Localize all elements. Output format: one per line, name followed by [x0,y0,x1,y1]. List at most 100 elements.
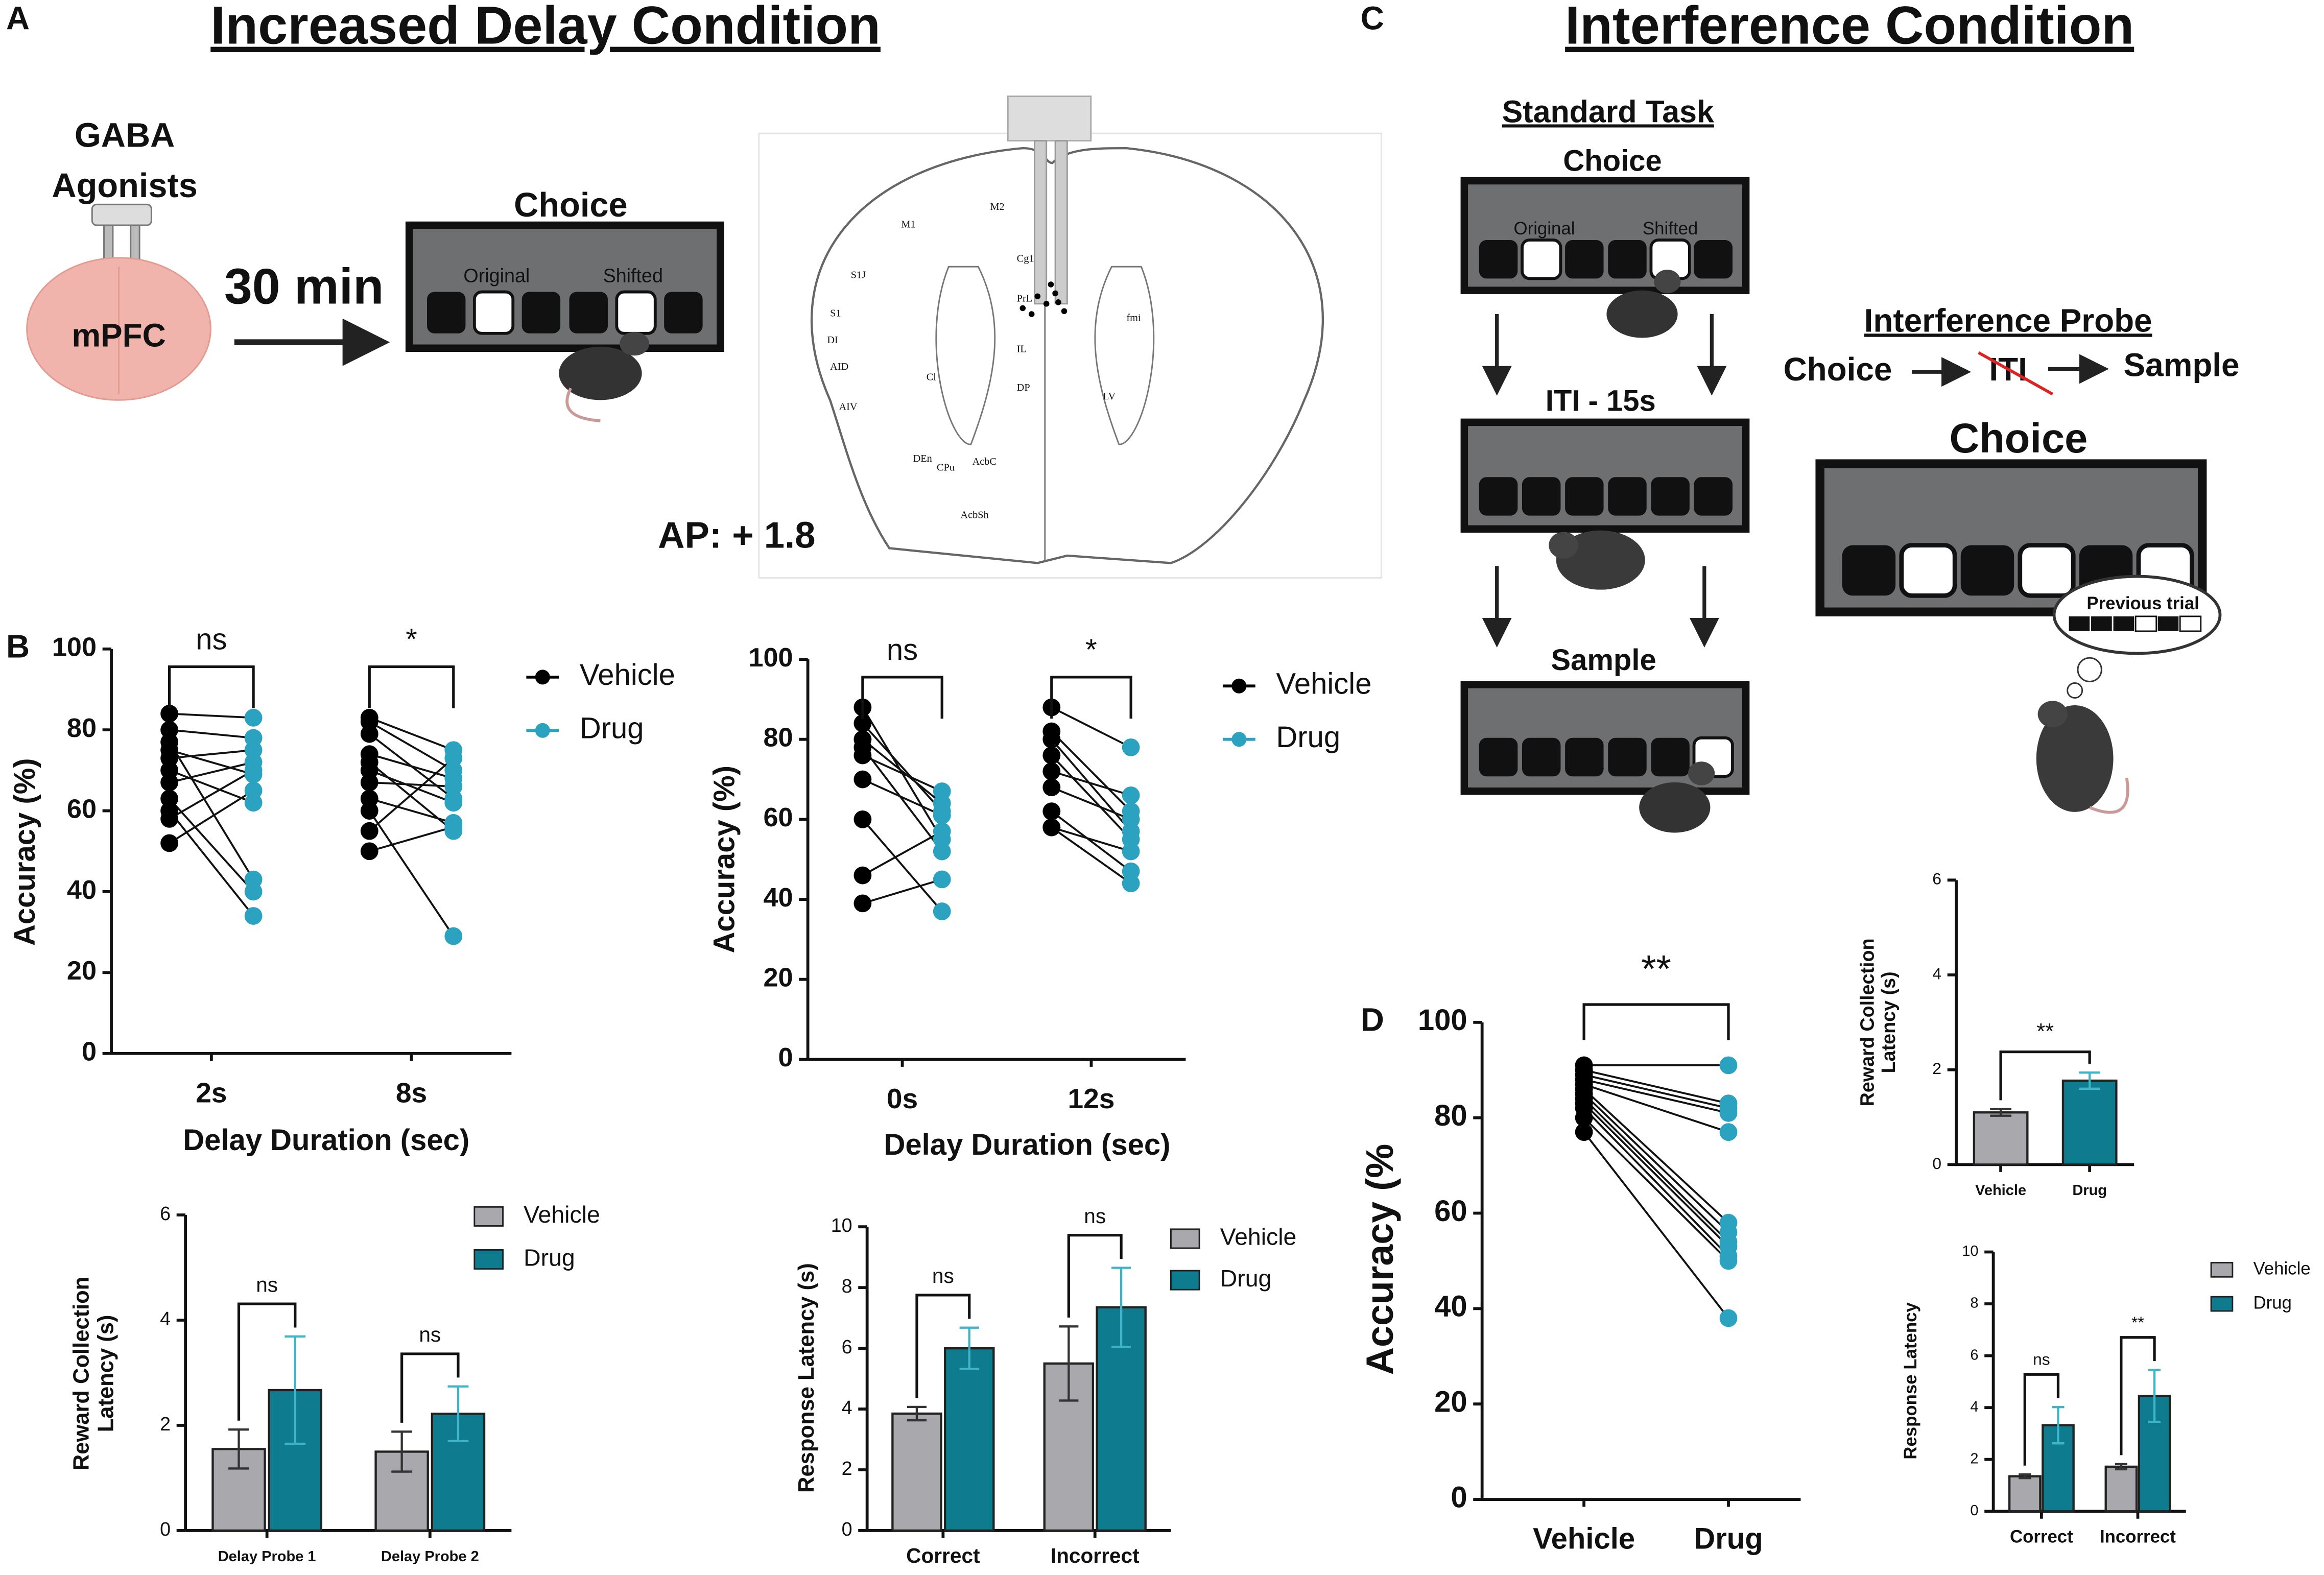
bar [2008,1475,2042,1513]
y-tick-label: 40 [67,875,97,905]
dot [360,725,378,743]
pair-line [368,810,455,937]
y-tick-label: 100 [1418,1004,1467,1037]
operant-box [1460,418,1750,590]
atlas-label: DI [827,335,838,346]
significance-label: * [406,623,417,656]
x-axis-label: Delay Duration (sec) [183,1124,469,1157]
bar [1973,1111,2029,1166]
error-bar [2052,1405,2065,1445]
panel-title: Interference Condition [1565,0,2134,56]
chart: 0 2 4 6 Reward Collection Latency (s) Vehicle D… [1856,870,2135,1199]
dot [933,842,951,861]
chart: 0 20 40 60 80 100 Accuracy (% Vehicle Drug ** [1358,947,1801,1556]
x-tick-label: Incorrect [2100,1527,2176,1547]
pair-line [862,778,943,817]
legend-label: Vehicle [1220,1224,1297,1250]
panel-label: D [1361,1001,1384,1038]
error-bar [228,1428,249,1470]
legend-marker [473,1249,504,1270]
legend-marker [2210,1296,2234,1312]
dot [444,749,463,767]
x-tick-label: Correct [2010,1527,2073,1547]
y-axis-label: Reward Collection [69,1277,94,1470]
y-tick-label: 8 [1970,1295,1978,1311]
significance-label: ns [196,623,227,656]
probe-step: Sample [2124,346,2240,383]
legend-marker [1231,678,1247,694]
pair-line [1583,1131,1729,1319]
legend-label: Vehicle [1276,667,1371,701]
operant-box [1460,177,1750,294]
legend-marker [1170,1228,1200,1249]
panel-label: B [6,628,30,665]
chart: 0 2 4 6 8 10 Response Latency (s) Correct Incorr… [794,1204,1296,1567]
pair-line [169,798,254,893]
step-label: ITI - 15s [1546,384,1656,417]
coordinate-label: AP: + 1.8 [658,514,815,556]
pair-line [369,721,454,771]
significance-label: * [1085,633,1097,666]
dot [1122,810,1140,828]
error-bar [907,1405,927,1422]
pair-line [1583,1103,1729,1248]
y-tick-label: 20 [1434,1386,1467,1419]
atlas-label: AcbC [973,456,997,467]
pair-line [1583,1088,1729,1224]
atlas-label: DEn [913,453,932,464]
significance-bracket [1067,1234,1123,1318]
error-bar [1990,1108,2011,1117]
thought-label: Previous trial [2086,593,2199,613]
dot [444,794,463,812]
legend-label: Drug [1276,721,1340,754]
dot [1719,1104,1738,1122]
y-axis-label: Response Latency (s) [794,1263,819,1493]
dot [160,705,179,723]
legend-marker [473,1206,504,1227]
legend-label: Drug [524,1244,575,1271]
y-tick-label: 40 [1434,1290,1467,1323]
pair-line [1583,1073,1729,1109]
legend-label: Drug [580,712,644,745]
x-tick-label: 2s [196,1077,227,1109]
dot [933,822,951,841]
chart: 0 2 4 6 Reward Collection Latency (s) Delay Pr… [69,1201,600,1565]
dot [1122,874,1140,893]
pair-line [169,712,254,719]
pair-line [169,761,254,783]
pair-line [169,790,254,844]
pair-line [862,830,943,876]
atlas-label: Cl [927,371,937,383]
dot [933,782,951,800]
y-axis-label: Accuracy (% [1358,1144,1401,1375]
dot [1042,746,1061,765]
y-tick-label: 20 [67,956,97,986]
dot [853,746,872,765]
dot [853,714,872,732]
x-tick-label: 8s [396,1077,427,1109]
y-tick-label: 0 [842,1518,852,1540]
subtitle: Standard Task [1502,94,1714,129]
pair-line [862,754,943,793]
operant-box [405,221,724,352]
atlas-label: IL [1017,343,1027,354]
pair-line [369,826,454,852]
dot [1042,778,1061,797]
x-axis-label: Delay Duration (sec) [884,1128,1170,1161]
original-label: Original [463,265,530,286]
atlas-label: Cg1 [1017,253,1034,264]
significance-bracket [237,1302,297,1421]
atlas-label: AcbSh [960,509,988,520]
y-tick-label: 0 [778,1043,793,1072]
atlas-label: S1 [830,308,841,319]
dot [853,810,872,828]
y-axis-label: Reward Collection [1856,938,1878,1106]
atlas-label: LV [1103,391,1116,402]
error-bar [284,1335,306,1445]
dot [244,882,263,901]
pair-line [169,749,254,759]
dot [933,902,951,920]
drug-label: GABA [75,116,175,154]
delay-label: 30 min [224,258,384,315]
